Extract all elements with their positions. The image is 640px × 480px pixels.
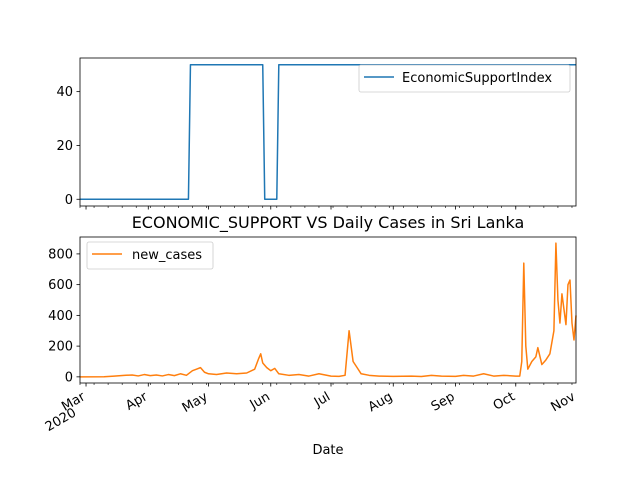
top-legend: EconomicSupportIndex bbox=[358, 64, 571, 93]
bottom-legend-box bbox=[86, 241, 214, 270]
x-tick-label: Jul bbox=[311, 389, 333, 410]
y-tick-label: 0 bbox=[65, 370, 73, 385]
top-axes-frame bbox=[79, 57, 577, 207]
series-line-EconomicSupportIndex bbox=[80, 63, 576, 201]
bottom-axes-marks bbox=[79, 242, 577, 378]
top-y-ticks: 0 20 40 bbox=[56, 85, 80, 208]
x-tick-label: Apr bbox=[123, 389, 151, 414]
bottom-axes-frame bbox=[79, 236, 577, 384]
x-tick-label: May bbox=[180, 389, 211, 416]
x-tick-label: Oct bbox=[491, 389, 518, 413]
x-tick-label: Nov bbox=[549, 389, 579, 415]
x-tick-sublabel: 2020 bbox=[43, 405, 79, 435]
top-axes-marks bbox=[80, 63, 576, 201]
x-axis-label: Date bbox=[312, 443, 343, 458]
x-tick-label: Jun bbox=[247, 389, 273, 413]
y-tick-label: 400 bbox=[48, 309, 73, 324]
bottom-legend-label: new_cases bbox=[132, 248, 202, 263]
top-x-ticks bbox=[79, 206, 573, 210]
bottom-y-ticks: 0 200 400 600 800 bbox=[48, 247, 80, 385]
y-tick-label: 0 bbox=[65, 193, 73, 208]
top-legend-box bbox=[358, 64, 571, 93]
top-legend-label: EconomicSupportIndex bbox=[402, 71, 552, 86]
y-tick-label: 600 bbox=[48, 278, 73, 293]
y-tick-label: 200 bbox=[48, 340, 73, 355]
y-tick-label: 800 bbox=[48, 247, 73, 262]
chart-title: ECONOMIC_SUPPORT VS Daily Cases in Sri L… bbox=[132, 213, 525, 233]
y-tick-label: 40 bbox=[56, 85, 73, 100]
bottom-legend: new_cases bbox=[86, 241, 214, 270]
x-tick-label: Aug bbox=[366, 389, 395, 415]
y-tick-label: 20 bbox=[56, 139, 73, 154]
x-tick-label: Sep bbox=[429, 389, 458, 414]
series-line-new_cases bbox=[79, 242, 577, 378]
